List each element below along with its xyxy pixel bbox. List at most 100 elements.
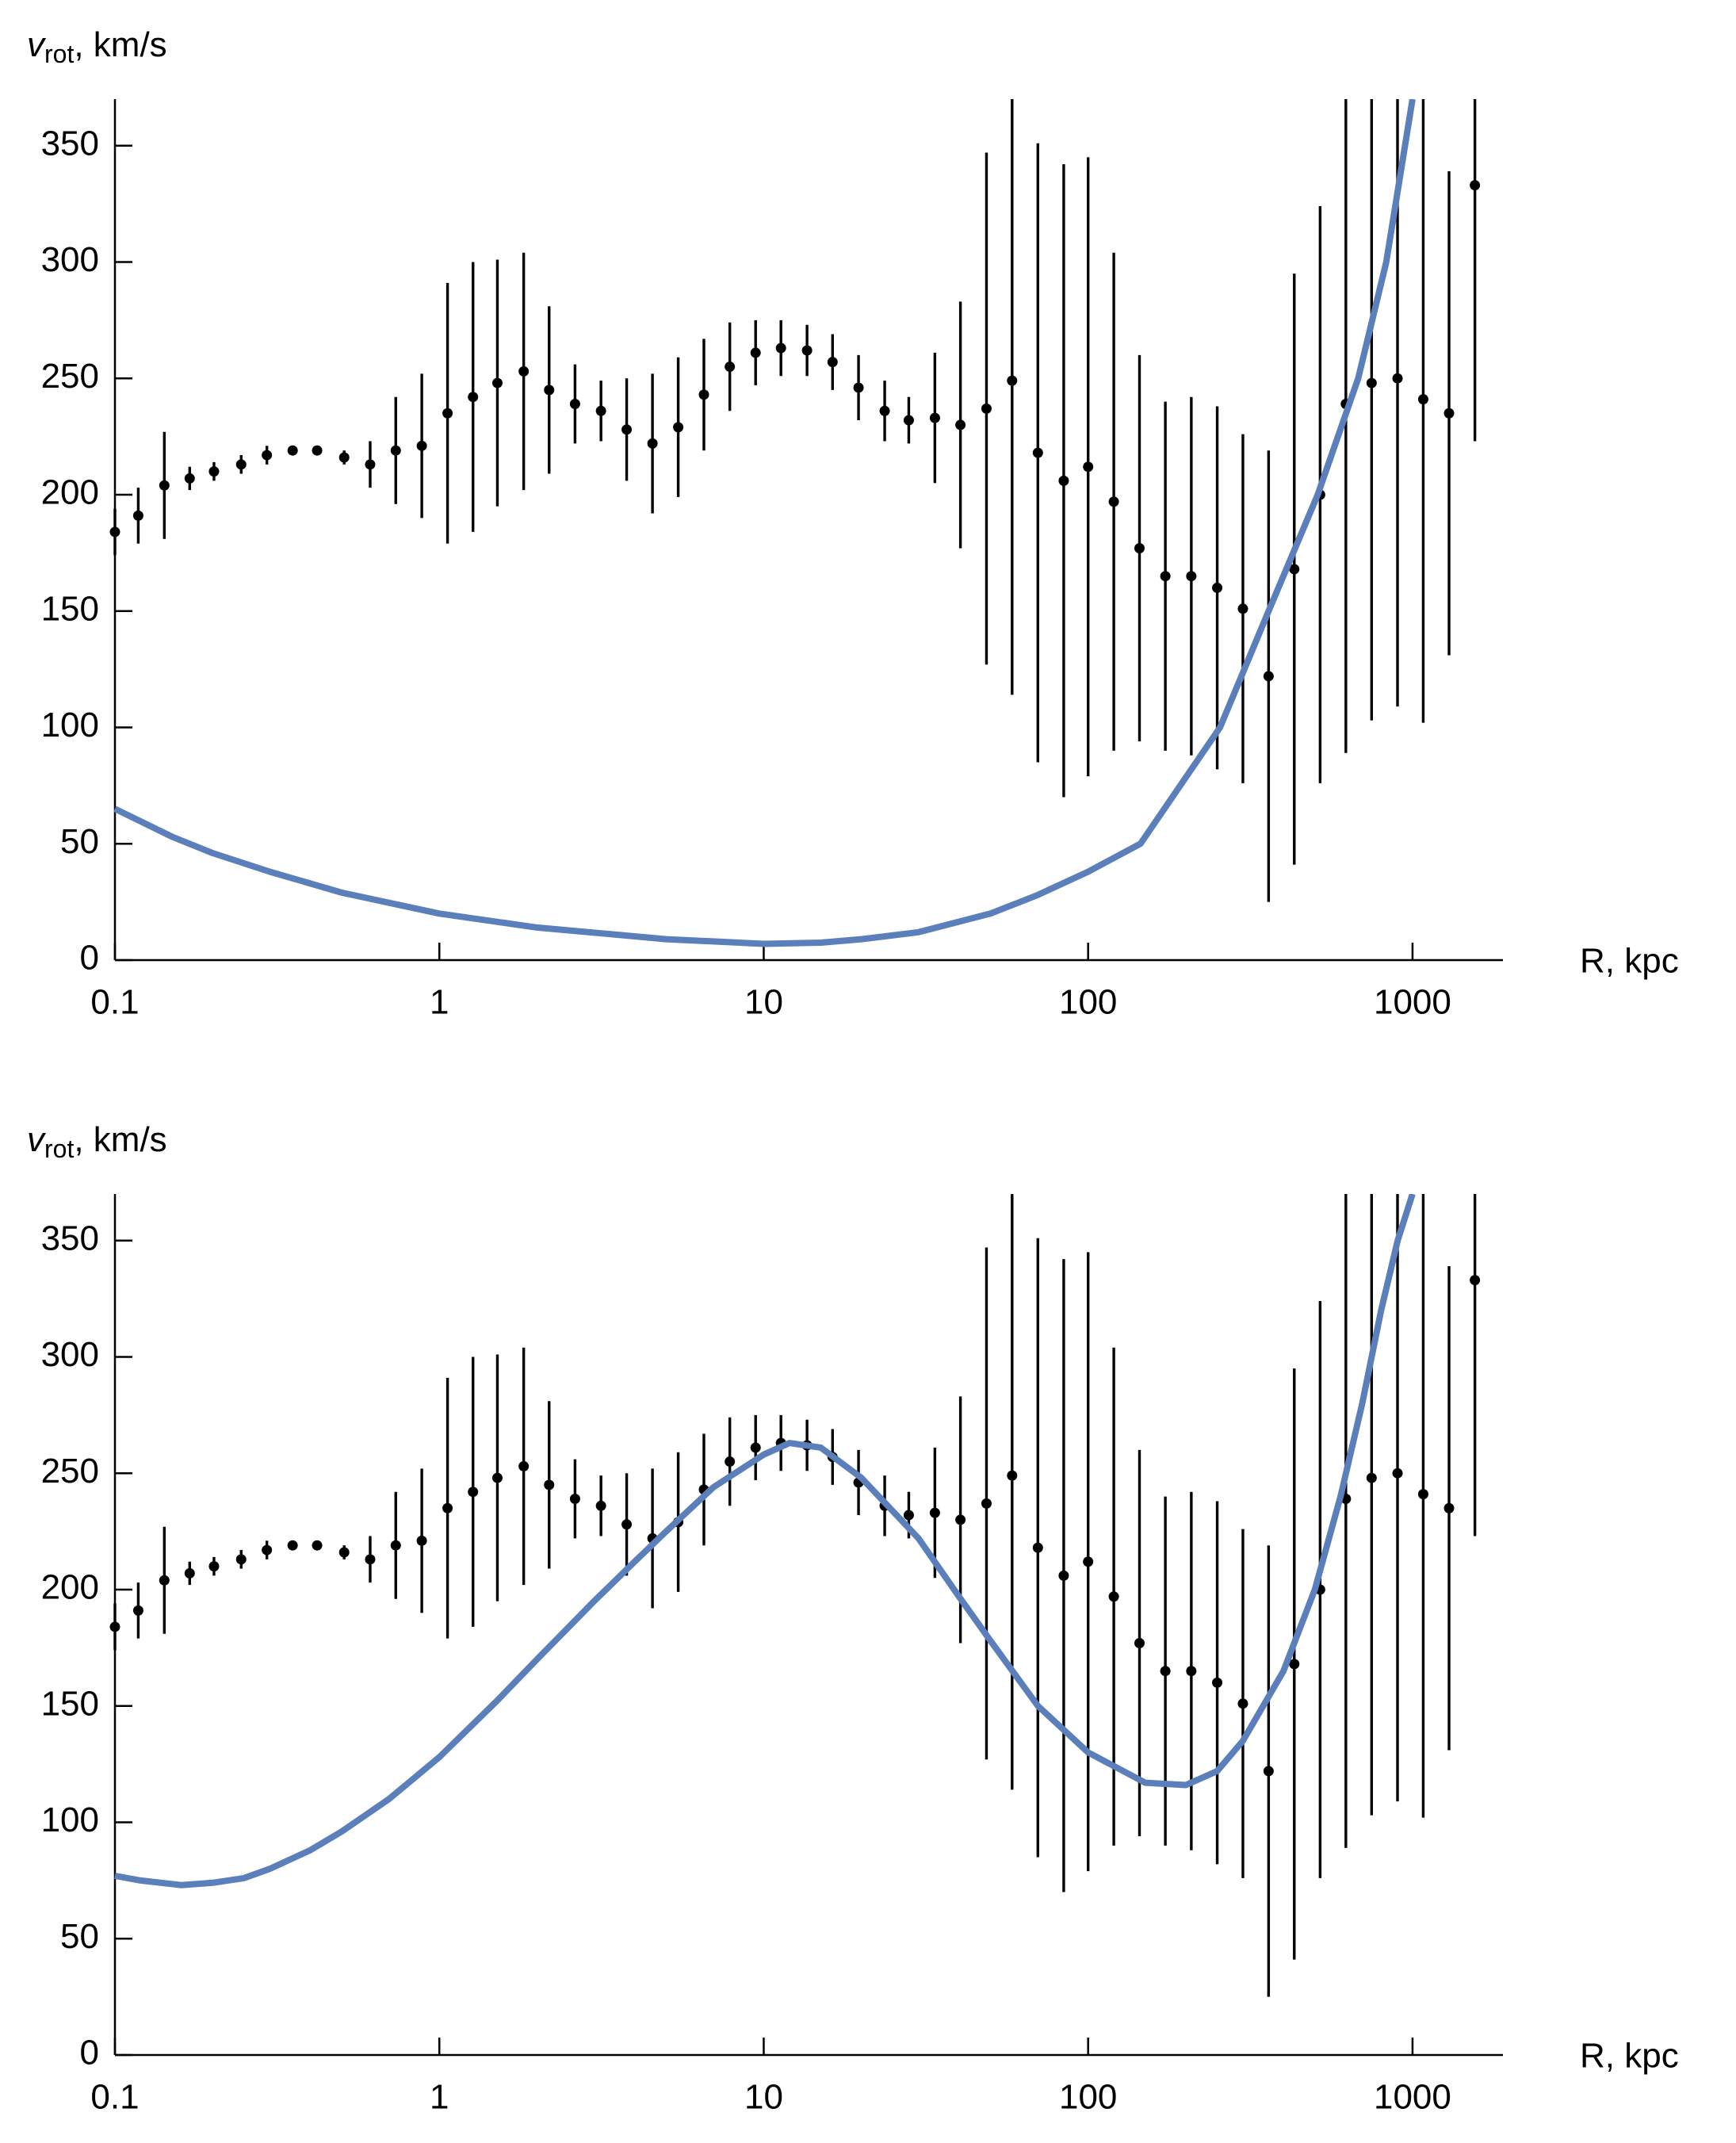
data-point [184, 473, 195, 484]
y-label-symbol: v [27, 25, 47, 64]
data-point [132, 510, 143, 521]
data-point [1032, 447, 1043, 458]
data-point [518, 365, 530, 377]
data-point [1083, 461, 1094, 473]
data-point [1058, 475, 1069, 486]
data-point [1007, 375, 1018, 386]
data-point [725, 1456, 736, 1468]
data-point [159, 1575, 170, 1586]
data-point [442, 1502, 453, 1513]
data-point [159, 480, 170, 491]
data-point [1083, 1556, 1094, 1567]
chart-panel: 0 50 100 150 200 250 300 350 0.1 1 10 100 1000 vrot, … [27, 1120, 1679, 2117]
data-point [801, 345, 813, 356]
x-tick-label: 1 [430, 2078, 449, 2117]
data-point [621, 424, 633, 435]
x-tick-label: 100 [1059, 983, 1117, 1022]
y-tick-label: 150 [41, 1684, 99, 1723]
y-tick-label: 250 [41, 357, 99, 396]
data-point [1366, 1472, 1377, 1483]
x-tick-label: 0.1 [90, 983, 139, 1022]
data-point [390, 445, 401, 456]
data-point [1160, 571, 1171, 582]
data-point [1417, 1489, 1428, 1500]
data-point [1263, 671, 1274, 682]
data-point [750, 1442, 761, 1453]
data-point [1470, 180, 1481, 191]
data-point [468, 1487, 479, 1498]
x-tick-label: 1000 [1374, 2078, 1451, 2117]
data-point [416, 440, 427, 451]
y-tick-label: 100 [41, 1801, 99, 1839]
data-point [647, 438, 658, 449]
data-point [287, 1540, 298, 1551]
data-point [725, 362, 736, 373]
data-point [1263, 1766, 1274, 1777]
model-curve [113, 99, 1416, 947]
y-tick-label: 300 [41, 240, 99, 279]
data-point [827, 357, 838, 368]
data-point [621, 1519, 633, 1530]
data-point [673, 422, 684, 433]
data-point [287, 445, 298, 456]
data-point [569, 399, 580, 410]
data-point [184, 1567, 195, 1579]
y-tick-label: 100 [41, 706, 99, 744]
data-point [1366, 377, 1377, 388]
data-point [1134, 1637, 1145, 1648]
data-point [1443, 1502, 1455, 1513]
y-axis-label: vrot, km/s [27, 25, 167, 69]
data-point [132, 1605, 143, 1616]
data-point [1392, 1468, 1403, 1479]
x-axis-label: R, kpc [1580, 942, 1679, 981]
y-tick-label: 50 [60, 1917, 99, 1956]
x-tick-label: 10 [744, 983, 783, 1022]
data-point [981, 1498, 992, 1509]
data-point [1108, 1591, 1119, 1602]
x-tick-label: 1000 [1374, 983, 1451, 1022]
data-point [1058, 1570, 1069, 1581]
data-point [1289, 564, 1300, 575]
y-label-symbol: v [27, 1120, 47, 1159]
data-point [1417, 394, 1428, 405]
y-axis-label: vrot, km/s [27, 1120, 167, 1164]
x-tick-label: 1 [430, 983, 449, 1022]
x-axis-label: R, kpc [1580, 2037, 1679, 2076]
data-point [390, 1540, 401, 1551]
data-point [312, 445, 323, 456]
x-tick-label: 10 [744, 2078, 783, 2117]
data-point [544, 1479, 555, 1491]
y-tick-label: 0 [80, 2034, 99, 2072]
data-point [262, 1544, 273, 1556]
plot-area [109, 99, 1481, 947]
y-tick-label: 150 [41, 589, 99, 628]
y-tick-label: 200 [41, 1568, 99, 1607]
data-point [1032, 1542, 1043, 1553]
data-point [1392, 373, 1403, 384]
y-tick-label: 350 [41, 1219, 99, 1257]
data-point [1007, 1470, 1018, 1481]
data-point [262, 450, 273, 461]
data-point [338, 1547, 350, 1558]
data-point [1212, 1677, 1223, 1688]
data-point [698, 389, 709, 400]
data-point [879, 405, 890, 416]
data-point [109, 526, 120, 538]
data-point [491, 1472, 503, 1483]
data-point [109, 1621, 120, 1632]
chart-panel: 0 50 100 150 200 250 300 350 0.1 1 10 100 1000 vrot, … [27, 25, 1679, 1022]
data-point [1289, 1659, 1300, 1670]
data-point [235, 1554, 247, 1565]
x-tick-label: 0.1 [90, 2078, 139, 2117]
data-point [1186, 571, 1197, 582]
y-tick-label: 350 [41, 124, 99, 163]
data-point [338, 452, 350, 463]
data-point [981, 403, 992, 414]
data-point [1237, 603, 1248, 614]
y-tick-label: 50 [60, 822, 99, 861]
x-tick-label: 100 [1059, 2078, 1117, 2117]
data-point [208, 1561, 220, 1572]
data-point [595, 405, 606, 416]
y-label-subscript: rot [44, 40, 74, 68]
data-point [750, 347, 761, 358]
